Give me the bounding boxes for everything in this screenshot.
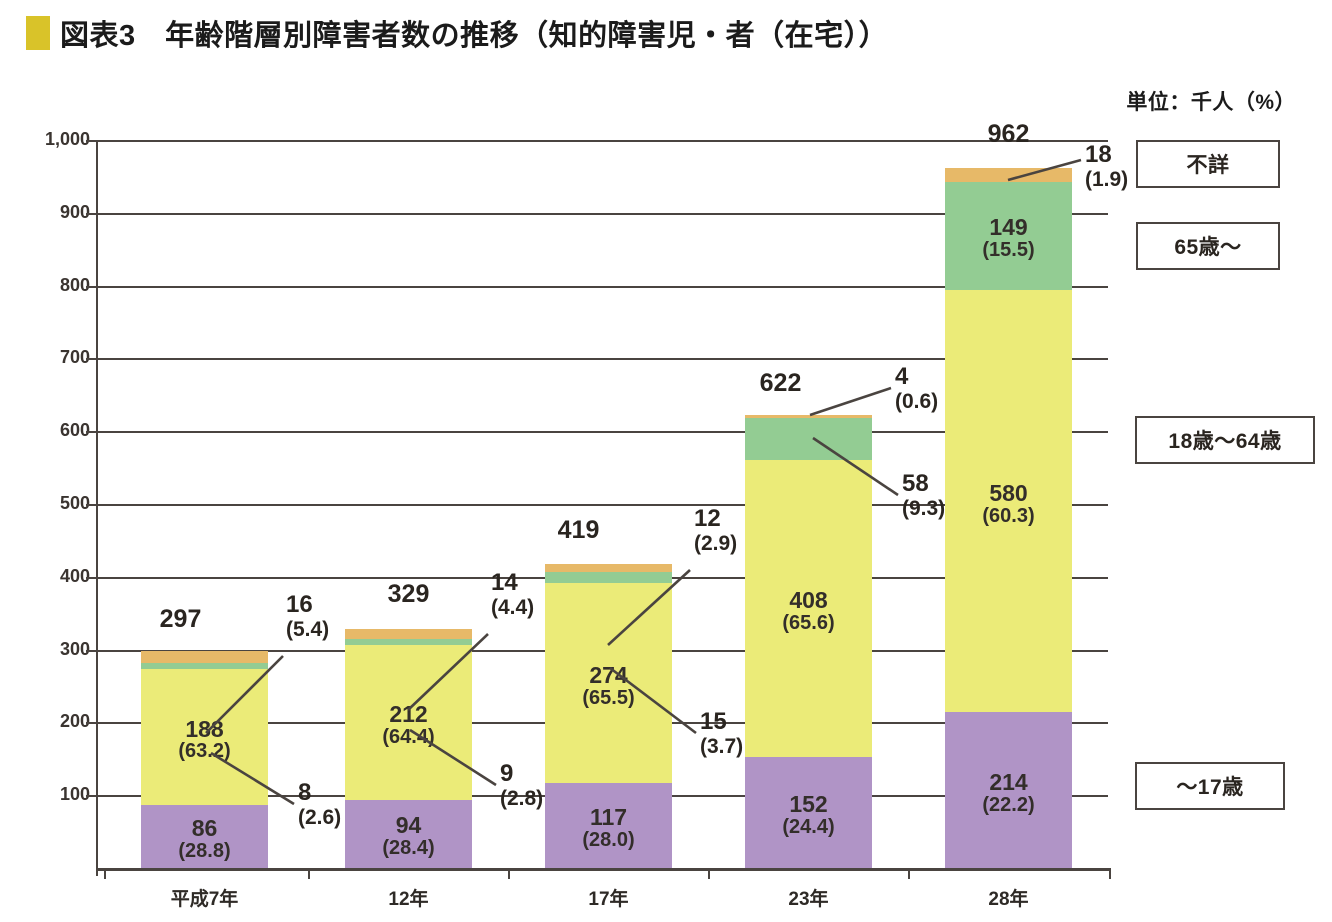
y-axis-tick-label: 900 — [59, 201, 90, 222]
y-tick — [86, 649, 98, 652]
callout-label: 15 (3.7) — [700, 708, 744, 759]
chart-title-row: 図表3 年齢階層別障害者数の推移（知的障害児・者（在宅）） — [26, 12, 888, 54]
x-tick — [908, 868, 910, 879]
bar-segment-18歳～64歳 — [141, 668, 268, 806]
bar-segment-不詳 — [141, 651, 268, 663]
x-axis-tick-label: 23年 — [788, 889, 829, 910]
y-tick — [86, 431, 98, 434]
y-axis-tick-label: 200 — [59, 711, 90, 732]
y-tick — [86, 795, 98, 798]
bar-total-label: 622 — [759, 369, 802, 398]
x-tick — [508, 868, 510, 879]
y-axis-tick-label: 400 — [59, 565, 90, 586]
bar-segment-65歳～ — [745, 418, 872, 461]
y-axis-line — [96, 140, 98, 876]
y-tick — [86, 285, 98, 288]
callout-label: 58 (9.3) — [902, 470, 946, 521]
bar-total-label: 329 — [387, 580, 430, 609]
bar-segment-～17歳 — [141, 805, 268, 868]
bar-segment-18歳～64歳 — [945, 289, 1072, 713]
y-tick — [86, 722, 98, 725]
gridline — [98, 504, 1108, 506]
bar-17年: 117 (28.0) 274 (65.5) — [545, 140, 672, 868]
bar-12年: 94 (28.4) 212 (64.4) — [345, 140, 472, 868]
bar-segment-65歳～ — [141, 662, 268, 669]
y-axis-tick-label: 300 — [59, 638, 90, 659]
callout-label: 4 (0.6) — [895, 363, 939, 414]
gridline — [98, 212, 1108, 215]
bar-segment-不詳 — [745, 415, 872, 419]
bar-segment-～17歳 — [545, 782, 672, 868]
unit-label: 単位：千人（%） — [1126, 91, 1296, 114]
bar-segment-18歳～64歳 — [745, 460, 872, 758]
bar-平成7年: 86 (28.8) 188 (63.2) — [141, 140, 268, 868]
y-axis-tick-label: 700 — [59, 347, 90, 368]
bar-total-label: 419 — [557, 515, 600, 544]
bar-segment-65歳～ — [345, 638, 472, 646]
callout-label: 8 (2.6) — [298, 779, 342, 830]
legend-item-1: 65歳～ — [1136, 222, 1280, 270]
legend-item-0: 不詳 — [1136, 140, 1280, 188]
y-tick — [86, 358, 98, 361]
callout-label: 9 (2.8) — [500, 760, 544, 811]
bar-total-label: 962 — [987, 120, 1030, 149]
x-axis-tick-label: 12年 — [388, 889, 429, 910]
y-axis-tick-label: 500 — [59, 493, 90, 513]
y-axis-tick-label: 800 — [59, 274, 90, 295]
bar-segment-65歳～ — [545, 572, 672, 584]
callout-label: 14 (4.4) — [491, 569, 535, 620]
legend-item-3: ～17歳 — [1135, 762, 1285, 810]
gridline — [98, 285, 1108, 288]
y-tick — [86, 576, 98, 579]
x-axis-tick-label: 28年 — [988, 889, 1029, 910]
x-tick — [708, 868, 710, 879]
title-marker-square — [26, 16, 50, 50]
y-tick — [86, 140, 98, 142]
bar-segment-65歳～ — [945, 181, 1072, 290]
plot-area: 297 86 (28.8) 188 (63.2) 329 94 (28.4) 212 (64.4)… — [86, 120, 1128, 876]
bar-segment-18歳～64歳 — [545, 583, 672, 783]
callout-label: 12 (2.9) — [694, 505, 738, 556]
legend-item-2: 18歳～64歳 — [1135, 416, 1315, 464]
y-axis-labels: 1,000 900 800 700 600 500 400 300 200 100 — [0, 129, 90, 880]
bar-segment-不詳 — [945, 168, 1072, 182]
y-axis-tick-label: 100 — [59, 784, 90, 805]
bar-segment-～17歳 — [945, 712, 1072, 868]
callout-label: 18 (1.9) — [1085, 141, 1129, 192]
x-axis-line — [96, 868, 1110, 871]
page-title: 図表3 年齢階層別障害者数の推移（知的障害児・者（在宅）） — [60, 20, 889, 52]
x-axis-tick-label: 17年 — [588, 889, 629, 910]
x-tick — [308, 868, 310, 879]
bar-segment-不詳 — [345, 628, 472, 639]
x-tick — [1109, 868, 1111, 879]
x-axis-tick-label: 平成7年 — [170, 889, 239, 910]
bar-segment-不詳 — [545, 563, 672, 573]
bar-23年: 152 (24.4) 408 (65.6) — [745, 140, 872, 868]
gridline — [98, 431, 1108, 434]
gridline — [98, 358, 1108, 361]
bar-total-label: 297 — [159, 605, 202, 634]
y-axis-tick-label: 600 — [59, 420, 90, 441]
callout-label: 16 (5.4) — [286, 591, 330, 642]
x-tick — [104, 868, 106, 879]
bar-segment-～17歳 — [745, 757, 872, 868]
y-tick — [86, 212, 98, 215]
bar-segment-～17歳 — [345, 799, 472, 868]
bar-28年: 214 (22.2) 580 (60.3) 149 (15.5) — [945, 140, 1072, 868]
y-tick — [86, 504, 98, 506]
bar-segment-18歳～64歳 — [345, 645, 472, 800]
y-axis-tick-label: 1,000 — [44, 129, 90, 149]
gridline — [98, 140, 1108, 142]
